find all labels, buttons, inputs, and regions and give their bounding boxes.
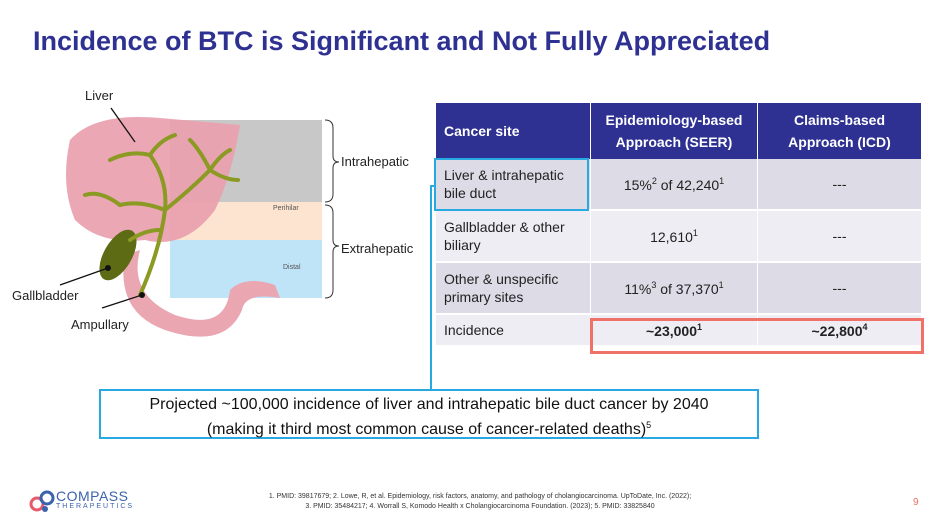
cell-site: Other & unspecific primary sites [436, 262, 591, 315]
duodenum-shape [123, 250, 280, 337]
projection-callout: Projected ~100,000 incidence of liver an… [99, 389, 759, 439]
page-number: 9 [913, 497, 919, 508]
distal-label: Distal [283, 264, 301, 271]
logo-subtitle: THERAPEUTICS [56, 503, 135, 510]
cell-seer: 15%2 of 42,2401 [590, 159, 758, 211]
footnote-marker: 5 [646, 420, 652, 430]
cell-icd: --- [757, 210, 922, 263]
footnote-marker: 3 [651, 279, 657, 290]
cell-site: Incidence [436, 314, 591, 347]
footnote-line-1: 1. PMID: 39817679; 2. Lowe, R, et al. Ep… [268, 493, 692, 500]
slide-title: Incidence of BTC is Significant and Not … [33, 26, 771, 56]
footnote-marker: 1 [696, 321, 702, 332]
logo-name: COMPASS [56, 488, 129, 504]
table-row: Gallbladder & other biliary 12,6101 --- [436, 210, 922, 263]
perihilar-label: Perihilar [273, 205, 299, 212]
incidence-table: Cancer site Epidemiology-based Approach … [436, 103, 922, 347]
cell-seer: 11%3 of 37,3701 [590, 262, 758, 315]
compass-logo [28, 488, 138, 516]
biliary-anatomy-illustration: Liver Gallbladder Ampullary Intrahepatic… [0, 80, 440, 340]
footnote-marker: 4 [862, 321, 868, 332]
cell-icd-value: ~22,8004 [811, 321, 868, 339]
footnote: 1. PMID: 39817679; 2. Lowe, R, et al. Ep… [230, 492, 730, 512]
ampullary-label: Ampullary [71, 317, 129, 332]
extrahepatic-label: Extrahepatic [341, 241, 414, 256]
cell-seer-value: ~23,0001 [645, 321, 702, 339]
cell-icd: --- [757, 159, 922, 211]
callout-line-1: Projected ~100,000 incidence of liver an… [149, 396, 709, 413]
table-row: Liver & intrahepatic bile duct 15%2 of 4… [436, 159, 922, 211]
table-header-row: Cancer site Epidemiology-based Approach … [436, 103, 922, 159]
footnote-marker: 1 [692, 227, 698, 238]
header-cancer-site: Cancer site [436, 103, 591, 159]
intrahepatic-label: Intrahepatic [341, 154, 409, 169]
cell-seer: 12,6101 [590, 210, 758, 263]
liver-row-highlight [434, 158, 589, 211]
header-seer: Epidemiology-based Approach (SEER) [590, 103, 758, 159]
liver-label: Liver [85, 88, 114, 103]
table-row: Other & unspecific primary sites 11%3 of… [436, 262, 922, 315]
header-icd: Claims-based Approach (ICD) [757, 103, 922, 159]
footnote-marker: 1 [718, 279, 724, 290]
cell-icd: --- [757, 262, 922, 315]
cell-seer-value: 11%3 of 37,3701 [624, 279, 724, 297]
footnote-line-2: 3. PMID: 35484217; 4. Worrall S, Komodo … [305, 503, 655, 510]
cell-site: Gallbladder & other biliary [436, 210, 591, 263]
cell-seer-value: 12,6101 [650, 227, 698, 245]
gallbladder-label: Gallbladder [12, 288, 79, 303]
callout-connector [430, 185, 434, 391]
footnote-marker: 1 [719, 175, 725, 186]
callout-line-2: (making it third most common cause of ca… [101, 415, 757, 440]
callout-line-2-text: (making it third most common cause of ca… [206, 420, 652, 438]
compass-logo-icon [29, 490, 55, 512]
cell-seer-value: 15%2 of 42,2401 [623, 175, 725, 193]
footnote-marker: 2 [651, 175, 657, 186]
incidence-highlight [590, 318, 924, 354]
